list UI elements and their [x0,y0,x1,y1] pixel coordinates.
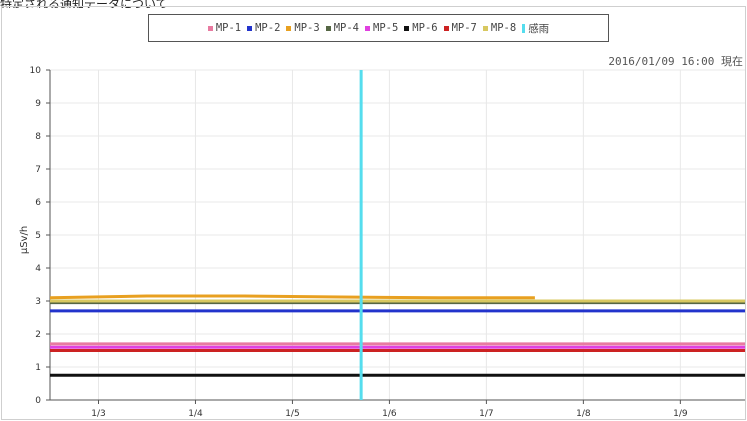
legend-swatch [443,25,449,31]
legend-label: MP-1 [215,22,242,34]
legend-label: MP-3 [294,22,320,34]
legend-swatch [207,25,213,31]
series-line-mp-3 [49,294,535,300]
chart-legend: MP-1 MP-2 MP-3 MP-4 MP-5 MP-6 MP-7 MP-8 感雨 [148,14,609,42]
page-caption: 特定される通知データについて [0,0,168,8]
legend-item: MP-8 [482,22,517,34]
legend-item: MP-3 [286,22,320,34]
legend-label: MP-5 [373,22,399,34]
timestamp-label: 2016/01/09 16:00 現在 [608,55,743,68]
event-markers [359,70,363,400]
x-tick-label: 1/3 [91,409,105,419]
y-tick-labels: 0 1 2 3 4 5 6 7 8 9 10 [30,66,42,406]
legend-item: MP-5 [365,22,398,34]
legend-item: MP-7 [443,22,477,34]
legend-label: MP-4 [333,22,359,34]
legend-swatch [482,25,488,31]
axes [46,69,745,404]
legend-swatch [247,25,253,31]
y-tick-label: 3 [35,297,41,307]
legend-item: MP-4 [325,22,359,34]
legend-item: MP-1 [207,22,242,34]
y-tick-label: 10 [30,66,42,76]
x-tick-label: 1/7 [479,409,493,419]
y-tick-label: 6 [35,198,41,208]
x-tick-label: 1/5 [285,409,299,419]
y-tick-label: 8 [35,132,41,142]
legend-item: MP-2 [247,22,280,34]
x-tick-label: 1/4 [188,409,203,419]
x-tick-label: 1/9 [673,409,688,419]
legend-label: MP-6 [412,22,438,34]
y-tick-label: 7 [35,165,41,175]
legend-swatch [522,23,526,33]
y-tick-label: 5 [35,231,41,241]
y-tick-label: 1 [35,363,41,373]
y-axis-label: µSv/h [19,226,30,254]
y-tick-label: 0 [35,396,41,406]
legend-swatch [365,25,370,31]
legend-item: 感雨 [522,21,549,36]
x-tick-label: 1/6 [382,409,397,419]
x-tick-label: 1/8 [576,409,591,419]
y-tick-label: 9 [35,99,41,109]
legend-swatch [325,25,331,31]
legend-label: 感雨 [528,22,550,35]
legend-item: MP-6 [404,22,438,34]
series-lines [49,294,745,377]
x-tick-labels: 1/3 1/4 1/5 1/6 1/7 1/8 1/9 [91,409,688,419]
legend-label: MP-7 [451,22,477,34]
legend-swatch [404,25,410,31]
rain-marker [359,70,363,400]
legend-swatch [286,25,292,31]
y-tick-label: 2 [35,330,41,340]
legend-label: MP-2 [255,22,281,34]
chart-frame [1,6,746,420]
y-tick-label: 4 [35,264,41,274]
legend-label: MP-8 [490,22,517,34]
